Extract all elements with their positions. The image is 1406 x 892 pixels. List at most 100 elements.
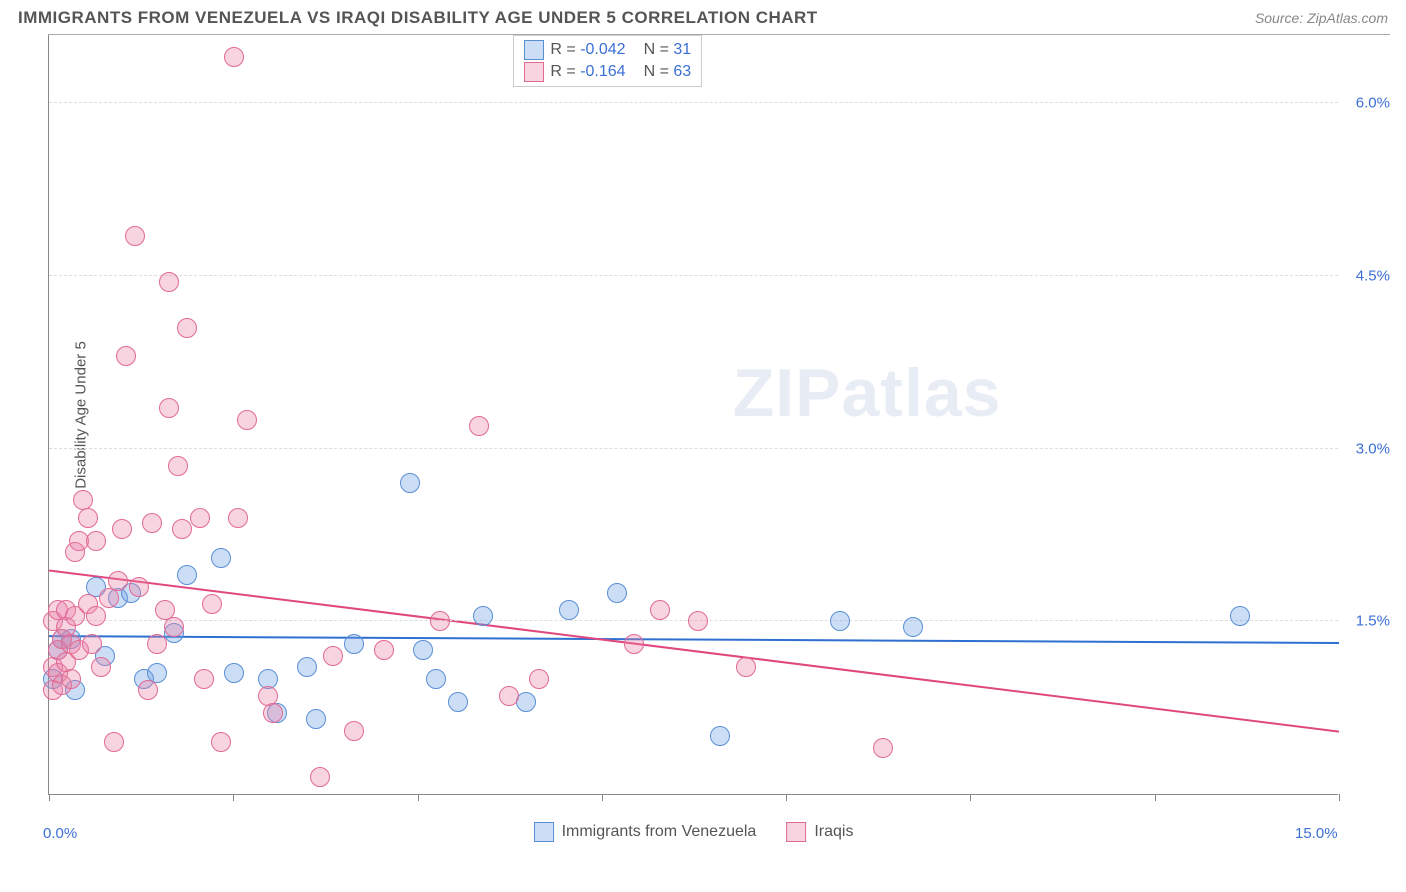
data-point bbox=[224, 47, 244, 67]
stat-n: N = 31 bbox=[644, 41, 692, 59]
data-point bbox=[104, 732, 124, 752]
data-point bbox=[168, 456, 188, 476]
legend-swatch bbox=[524, 62, 544, 82]
y-tick-label: 1.5% bbox=[1356, 613, 1390, 630]
data-point bbox=[112, 519, 132, 539]
data-point bbox=[228, 508, 248, 528]
watermark: ZIPatlas bbox=[733, 354, 1002, 432]
stat-r: R = -0.164 bbox=[550, 63, 625, 81]
data-point bbox=[400, 473, 420, 493]
x-tick bbox=[970, 794, 971, 801]
data-point bbox=[306, 709, 326, 729]
data-point bbox=[499, 686, 519, 706]
data-point bbox=[736, 657, 756, 677]
gridline bbox=[49, 448, 1338, 449]
data-point bbox=[159, 272, 179, 292]
data-point bbox=[374, 640, 394, 660]
plot-area: Disability Age Under 5 ZIPatlas 1.5%3.0%… bbox=[48, 35, 1338, 795]
data-point bbox=[529, 669, 549, 689]
data-point bbox=[129, 577, 149, 597]
data-point bbox=[430, 611, 450, 631]
data-point bbox=[448, 692, 468, 712]
gridline bbox=[49, 102, 1338, 103]
stat-n: N = 63 bbox=[644, 63, 692, 81]
data-point bbox=[211, 732, 231, 752]
x-tick-label: 0.0% bbox=[43, 825, 77, 842]
y-tick-label: 3.0% bbox=[1356, 440, 1390, 457]
chart-container: Disability Age Under 5 ZIPatlas 1.5% 3.0%… bbox=[48, 34, 1390, 795]
data-point bbox=[413, 640, 433, 660]
data-point bbox=[650, 600, 670, 620]
trend-line bbox=[49, 570, 1339, 731]
data-point bbox=[82, 634, 102, 654]
data-point bbox=[344, 634, 364, 654]
source-label: Source: ZipAtlas.com bbox=[1255, 10, 1388, 26]
data-point bbox=[125, 226, 145, 246]
data-point bbox=[147, 634, 167, 654]
x-tick bbox=[786, 794, 787, 801]
data-point bbox=[310, 767, 330, 787]
data-point bbox=[202, 594, 222, 614]
y-axis-label: Disability Age Under 5 bbox=[72, 341, 89, 489]
data-point bbox=[177, 565, 197, 585]
stats-legend-row: R = -0.164 N = 63 bbox=[524, 62, 691, 82]
data-point bbox=[224, 663, 244, 683]
legend-item: Iraqis bbox=[786, 822, 853, 842]
data-point bbox=[426, 669, 446, 689]
stats-legend-row: R = -0.042 N = 31 bbox=[524, 40, 691, 60]
gridline bbox=[49, 275, 1338, 276]
data-point bbox=[86, 606, 106, 626]
legend-label: Iraqis bbox=[814, 823, 853, 841]
data-point bbox=[164, 617, 184, 637]
data-point bbox=[138, 680, 158, 700]
data-point bbox=[830, 611, 850, 631]
data-point bbox=[607, 583, 627, 603]
data-point bbox=[99, 588, 119, 608]
x-tick bbox=[49, 794, 50, 801]
series-legend: Immigrants from Venezuela Iraqis bbox=[534, 822, 854, 842]
data-point bbox=[159, 398, 179, 418]
legend-swatch bbox=[786, 822, 806, 842]
x-tick bbox=[418, 794, 419, 801]
data-point bbox=[78, 508, 98, 528]
trend-line bbox=[49, 636, 1339, 643]
data-point bbox=[624, 634, 644, 654]
x-tick bbox=[233, 794, 234, 801]
data-point bbox=[177, 318, 197, 338]
x-tick bbox=[602, 794, 603, 801]
data-point bbox=[710, 726, 730, 746]
chart-title: IMMIGRANTS FROM VENEZUELA VS IRAQI DISAB… bbox=[18, 8, 818, 28]
legend-swatch bbox=[534, 822, 554, 842]
legend-item: Immigrants from Venezuela bbox=[534, 822, 757, 842]
data-point bbox=[61, 669, 81, 689]
data-point bbox=[194, 669, 214, 689]
y-tick-label: 6.0% bbox=[1356, 95, 1390, 112]
data-point bbox=[142, 513, 162, 533]
data-point bbox=[172, 519, 192, 539]
data-point bbox=[323, 646, 343, 666]
stat-r: R = -0.042 bbox=[550, 41, 625, 59]
data-point bbox=[237, 410, 257, 430]
data-point bbox=[344, 721, 364, 741]
data-point bbox=[873, 738, 893, 758]
legend-swatch bbox=[524, 40, 544, 60]
data-point bbox=[516, 692, 536, 712]
y-tick-label: 4.5% bbox=[1356, 267, 1390, 284]
data-point bbox=[108, 571, 128, 591]
legend-label: Immigrants from Venezuela bbox=[562, 823, 757, 841]
data-point bbox=[469, 416, 489, 436]
x-tick-label: 15.0% bbox=[1295, 825, 1338, 842]
data-point bbox=[903, 617, 923, 637]
data-point bbox=[559, 600, 579, 620]
data-point bbox=[1230, 606, 1250, 626]
data-point bbox=[116, 346, 136, 366]
data-point bbox=[688, 611, 708, 631]
data-point bbox=[263, 703, 283, 723]
stats-legend: R = -0.042 N = 31 R = -0.164 N = 63 bbox=[513, 35, 702, 87]
data-point bbox=[297, 657, 317, 677]
x-tick bbox=[1155, 794, 1156, 801]
data-point bbox=[86, 531, 106, 551]
data-point bbox=[91, 657, 111, 677]
data-point bbox=[190, 508, 210, 528]
data-point bbox=[211, 548, 231, 568]
